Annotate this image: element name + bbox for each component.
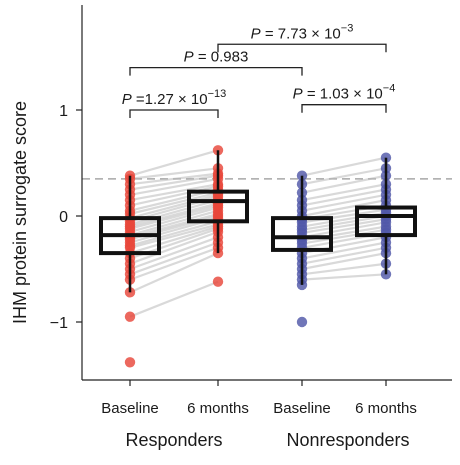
p-value-label: P =1.27 × 10−13 (122, 88, 227, 108)
pairing-line (301, 273, 387, 281)
pairing-line (301, 188, 387, 207)
pairing-line (301, 183, 387, 202)
pairing-line (129, 167, 219, 180)
comparison-bracket (129, 109, 219, 118)
pairing-line (301, 208, 387, 224)
pairing-line (129, 183, 219, 202)
x-tick-label: Baseline (101, 400, 159, 417)
pairing-line (301, 228, 387, 245)
pairing-line (301, 214, 387, 231)
pairing-line (301, 262, 387, 276)
pairing-line (301, 193, 387, 212)
pairing-line (301, 246, 387, 265)
data-point (212, 276, 224, 287)
pairing-line (301, 156, 387, 177)
data-point (296, 316, 308, 328)
pairing-line (129, 174, 219, 191)
pairing-line (129, 185, 219, 207)
y-tick-label: 1 (59, 103, 68, 120)
x-tick-label: Baseline (273, 400, 331, 417)
pairing-line (129, 223, 219, 249)
pairing-line (129, 202, 219, 228)
pairing-line (129, 191, 219, 215)
y-tick-label: −1 (50, 315, 68, 332)
pairing-line (301, 221, 387, 239)
p-value-label: P = 0.983 (184, 49, 249, 66)
box (271, 216, 333, 252)
pairing-line (301, 241, 387, 260)
p-value-label: P = 7.73 × 10−3 (251, 22, 354, 42)
pairing-line (129, 230, 219, 265)
pairing-line (301, 174, 387, 194)
pairing-lines (129, 149, 387, 318)
pairing-line (129, 241, 219, 276)
y-tick-label: 0 (59, 209, 68, 226)
pairing-line (301, 218, 387, 235)
pairing-line (129, 280, 219, 318)
group-label: Responders (125, 430, 222, 450)
pairing-line (301, 252, 387, 271)
pairing-line (129, 209, 219, 237)
axes: −1 0 1 Baseline 6 months Baseline 6 months Resp… (50, 5, 452, 450)
box (355, 205, 417, 238)
comparison-bracket (217, 43, 387, 53)
pairing-line (129, 199, 219, 226)
comparison-bracket (301, 104, 387, 113)
pairing-line (129, 220, 219, 247)
pairing-line (129, 177, 219, 196)
pairing-line (129, 236, 219, 271)
pairing-line (129, 252, 219, 294)
box (187, 189, 249, 224)
pairing-line (129, 204, 219, 230)
pairing-line (129, 172, 219, 186)
data-point (124, 357, 136, 368)
boxes (99, 150, 417, 293)
pairing-line (129, 193, 219, 220)
comparison-bracket (129, 66, 303, 76)
pairing-line (301, 199, 387, 218)
x-tick-label: 6 months (187, 400, 249, 417)
pairing-line (129, 246, 219, 281)
y-axis-label: IHM protein surrogate score (10, 101, 30, 324)
pairing-line (129, 225, 219, 255)
data-point (124, 311, 136, 322)
x-tick-label: 6 months (355, 400, 417, 417)
pairing-line (301, 167, 387, 186)
pairing-line (129, 149, 219, 177)
pairing-line (129, 206, 219, 233)
p-value-label: P = 1.03 × 10−4 (293, 83, 396, 103)
group-label: Nonresponders (286, 430, 409, 450)
